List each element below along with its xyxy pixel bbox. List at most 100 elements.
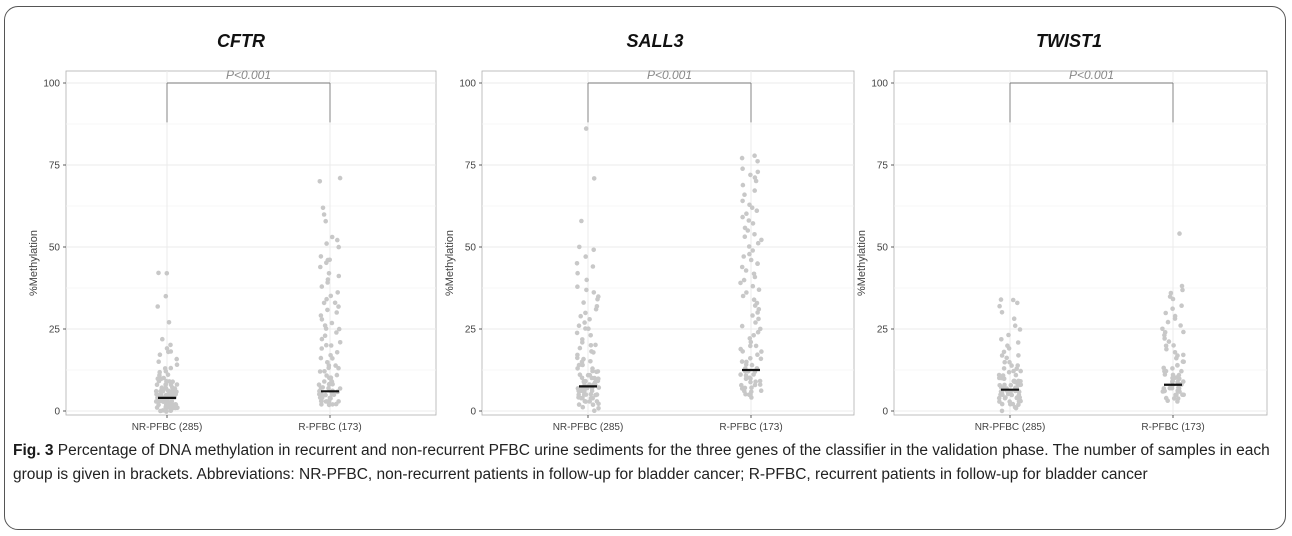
panel-1-data-point (574, 261, 580, 266)
panel-1-data-point (751, 372, 756, 377)
panel-2-data-point (1172, 316, 1178, 321)
panel-0-data-point (174, 362, 180, 368)
panel-1-data-point (747, 251, 752, 257)
panel-0-data-point (324, 296, 329, 302)
panel-1-data-point (756, 287, 762, 293)
panel-1-data-point (751, 297, 757, 303)
panel-1-x-tick-label: R-PFBC (173) (719, 422, 782, 433)
panel-1-data-point (743, 373, 749, 378)
panel-1-data-point (589, 349, 594, 354)
panel-0-data-point (168, 342, 173, 348)
panel-0-data-point (326, 365, 332, 371)
panel-1-data-point (747, 202, 752, 208)
panel-0-data-point (328, 293, 334, 299)
panel-1-data-point (593, 306, 599, 312)
panel-1-data-point (745, 228, 751, 233)
panel-2-data-point (1014, 366, 1019, 372)
panel-2-data-point (1175, 363, 1180, 368)
panel-2-data-point (1165, 319, 1171, 325)
panel-0-data-point (333, 401, 339, 407)
panel-0-data-point (318, 264, 323, 270)
panel-2-data-point (1177, 389, 1182, 394)
panel-1-data-point (755, 159, 760, 164)
figure-frame: CFTR 0 25 50 75 100 %Methylation NR-PFBC (285) R… (4, 6, 1286, 530)
panel-0-data-point (323, 326, 329, 331)
panel-2-data-point (1018, 368, 1023, 374)
panel-1-data-point (743, 268, 749, 273)
panel-2-y-tick-label: 0 (882, 407, 888, 418)
panel-1-data-point (595, 296, 600, 302)
panel-2-data-point (1168, 290, 1174, 296)
panel-1-data-point (580, 362, 585, 368)
panel-1-data-point (748, 172, 753, 178)
panel-1-data-point (752, 274, 758, 280)
panel-1-data-point (759, 349, 764, 354)
panel-2-data-point (1012, 323, 1018, 329)
panel-2-data-point (1179, 368, 1184, 374)
panel-1-data-point (742, 192, 747, 197)
panel-0-data-point (164, 346, 170, 351)
panel-1-data-point (596, 385, 602, 390)
panel-1-data-point (749, 362, 755, 368)
panel-0-data-point (317, 388, 322, 394)
panel-2-data-point (1172, 350, 1178, 355)
panel-0-data-point (154, 405, 160, 410)
panel-2-data-point (1001, 349, 1007, 355)
panel-1-data-point (596, 406, 601, 411)
panel-0-data-point (167, 379, 172, 384)
panel-2-data-point (1001, 366, 1007, 371)
panel-1-data-point (753, 178, 759, 184)
panel-1-data-point (588, 343, 594, 348)
panel-0-data-point (323, 218, 329, 224)
panel-2-y-tick-label: 75 (877, 161, 889, 172)
panel-1-data-point (579, 218, 584, 224)
panel-1-data-point (749, 395, 754, 400)
panel-2-data-point (1163, 343, 1169, 349)
panel-2-data-point (1011, 316, 1017, 322)
panel-0-data-point (329, 234, 335, 240)
panel-0-data-point (320, 205, 326, 211)
panel-0-data-point (154, 399, 159, 404)
panel-0-data-point (165, 372, 171, 378)
panel-0-data-point (329, 320, 335, 326)
panel-2-y-tick-label: 50 (877, 243, 889, 254)
panel-1-data-point (583, 126, 589, 131)
panel-2-data-point (1002, 395, 1008, 401)
panel-1-p-value-label: P<0.001 (647, 68, 692, 82)
panel-1-data-point (754, 208, 760, 213)
panel-1-data-point (576, 323, 582, 329)
panel-1-data-point (581, 379, 587, 384)
panel-0-data-point (330, 382, 335, 387)
panel-1-data-point (590, 402, 596, 408)
panel-1-data-point (574, 330, 580, 336)
panel-2-data-point (1002, 382, 1007, 388)
panel-0-data-point (335, 237, 340, 243)
panel-0-data-point (173, 405, 178, 411)
panel-1-data-point (752, 188, 757, 193)
panel-2-data-point (1162, 332, 1167, 338)
panel-0-data-point (154, 382, 160, 388)
panel-2-data-point (1170, 366, 1175, 371)
panel-1-data-point (575, 366, 580, 371)
panel-1-data-point (752, 303, 758, 308)
panel-0-data-point (318, 313, 324, 318)
panel-2-data-point (1171, 343, 1176, 348)
panel-1-data-point (583, 392, 589, 397)
panel-1-data-point (758, 326, 763, 332)
panel-2-data-point (1016, 353, 1021, 358)
panel-1-data-point (591, 176, 597, 181)
panel-0-data-point (166, 320, 172, 325)
panel-1-data-point (591, 247, 596, 253)
panel-1-data-point (590, 264, 596, 269)
panel-0-data-point (160, 336, 165, 342)
panel-1-data-point (757, 382, 763, 387)
panel-1-data-point (750, 313, 755, 318)
panel-2-data-point (1017, 327, 1023, 332)
panel-1-data-point (740, 198, 745, 204)
panel-1-data-point (755, 240, 761, 246)
panel-0-data-point (174, 356, 179, 362)
panel-0-data-point (336, 326, 342, 332)
panel-2-p-value-label: P<0.001 (1069, 68, 1114, 82)
panel-1-data-point (580, 340, 585, 345)
panel-0-data-point (323, 392, 328, 398)
